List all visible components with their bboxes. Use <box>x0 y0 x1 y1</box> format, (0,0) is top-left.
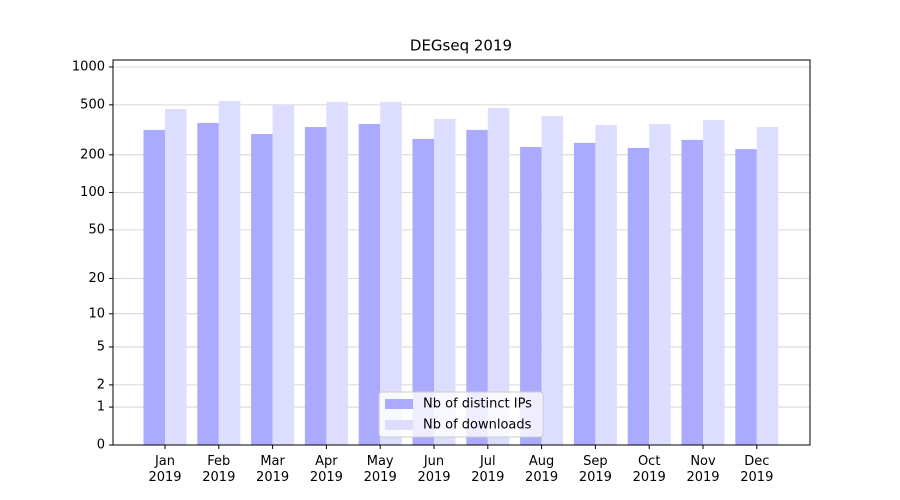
legend-box <box>378 391 544 438</box>
x-tick-label: Jul 2019 <box>471 454 505 485</box>
x-tick-label: Jun 2019 <box>417 454 451 485</box>
bar <box>272 104 295 446</box>
bar <box>487 107 510 445</box>
bar <box>681 139 703 445</box>
bar <box>573 142 596 445</box>
bar <box>412 138 434 445</box>
x-tick-label: Jan 2019 <box>148 454 182 485</box>
bar <box>143 129 165 445</box>
bar <box>520 146 542 445</box>
bar <box>466 129 488 445</box>
legend-label: Nb of distinct IPs <box>423 397 532 412</box>
x-tick-label: Apr 2019 <box>309 454 343 485</box>
legend: Nb of distinct IPs Nb of downloads <box>378 391 544 438</box>
y-tick-label: 100 <box>80 185 105 200</box>
x-tick-label: Mar 2019 <box>256 454 290 485</box>
bar <box>703 119 725 446</box>
bar <box>756 127 779 445</box>
bar <box>304 127 327 445</box>
bar <box>358 124 381 445</box>
y-tick-label: 50 <box>88 222 105 237</box>
bar <box>251 134 273 445</box>
y-tick-label: 10 <box>88 306 105 321</box>
y-tick-label: 20 <box>88 271 105 286</box>
bar <box>434 118 456 446</box>
x-tick-label: May 2019 <box>363 454 397 485</box>
x-tick-label: Feb 2019 <box>202 454 236 485</box>
y-tick-label: 500 <box>80 97 105 112</box>
x-tick-label: Sep 2019 <box>578 454 612 485</box>
bar <box>735 149 757 445</box>
bar <box>165 109 187 446</box>
legend-swatch <box>385 399 413 409</box>
x-tick-label: Nov 2019 <box>686 454 720 485</box>
plot-frame <box>112 59 811 446</box>
bar <box>541 115 564 445</box>
y-tick-label: 200 <box>80 147 105 162</box>
y-tick-label: 0 <box>97 438 105 453</box>
bar <box>218 100 241 445</box>
y-tick-label: 2 <box>97 377 105 392</box>
bar <box>627 147 650 445</box>
y-tick-label: 5 <box>97 339 105 354</box>
bar <box>197 122 219 445</box>
bar <box>326 101 348 445</box>
x-tick-label: Aug 2019 <box>525 454 559 485</box>
chart-title: DEGseq 2019 <box>410 37 512 55</box>
x-tick-label: Oct 2019 <box>632 454 666 485</box>
y-tick-label: 1000 <box>72 59 105 74</box>
bar <box>380 101 402 445</box>
bar <box>649 124 671 445</box>
legend-label: Nb of downloads <box>423 418 532 433</box>
x-tick-label: Dec 2019 <box>740 454 774 485</box>
bar <box>595 124 617 446</box>
legend-swatch <box>385 420 413 430</box>
y-tick-label: 1 <box>97 400 105 415</box>
